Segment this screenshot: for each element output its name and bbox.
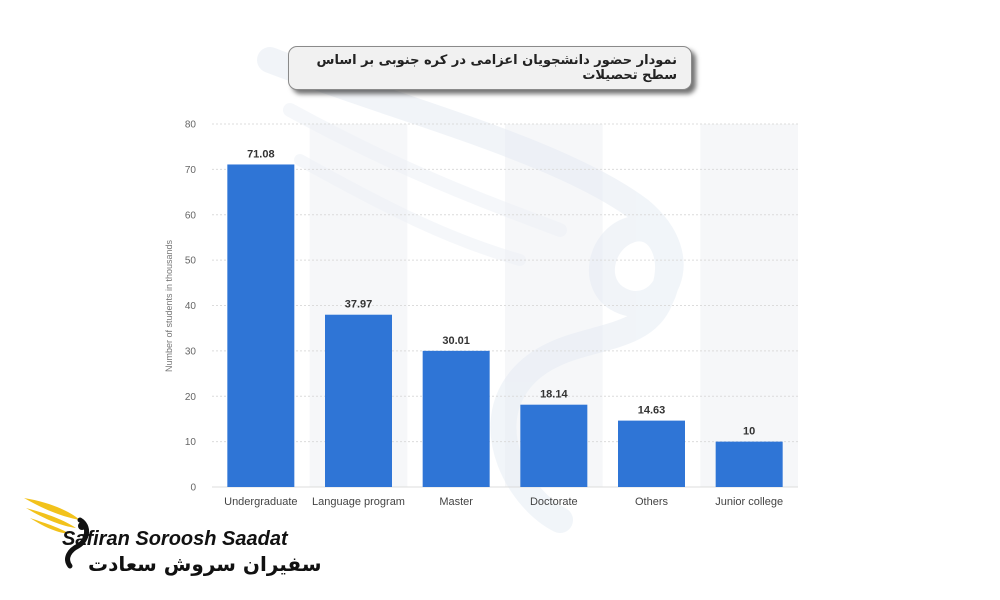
y-tick-label: 60 [185,210,197,221]
y-tick-label: 30 [185,346,197,357]
bar [715,441,783,487]
y-tick-label: 0 [190,483,196,494]
logo-name-en: Safiran Soroosh Saadat [62,528,288,550]
x-tick-label: Master [439,496,473,508]
chart-title: نمودار حضور دانشجویان اعزامی در کره جنوب… [288,46,692,90]
y-tick-label: 40 [185,301,197,312]
y-tick-label: 50 [185,256,197,267]
data-label: 37.97 [345,299,373,311]
y-tick-label: 10 [185,437,197,448]
x-tick-label: Others [635,496,669,508]
bar [520,404,588,487]
x-tick-label: Language program [312,496,405,508]
data-label: 30.01 [442,335,470,347]
data-label: 71.08 [247,148,275,160]
x-tick-label: Junior college [715,496,783,508]
y-axis-title: Number of students in thousands [164,239,174,372]
logo-wing-icon [24,498,89,569]
x-tick-label: Undergraduate [224,496,297,508]
bars: 71.08 37.97 30.01 18.14 14.63 10 [227,148,783,488]
logo-name-fa: سفیران سروش سعادت [88,552,322,576]
y-tick-label: 80 [185,120,197,131]
bar [325,314,392,487]
watermark-swan-icon [257,47,684,533]
axes: 0 10 20 30 40 50 60 70 80 Undergraduate Language p… [185,120,783,509]
data-label: 18.14 [540,389,568,401]
bar [422,350,490,487]
y-tick-label: 70 [185,165,197,176]
data-label: 10 [743,426,755,438]
bar [227,164,295,488]
x-tick-label: Doctorate [530,496,578,508]
bar [618,420,685,487]
data-label: 14.63 [638,405,666,417]
gridlines [212,123,798,488]
y-tick-label: 20 [185,392,197,403]
